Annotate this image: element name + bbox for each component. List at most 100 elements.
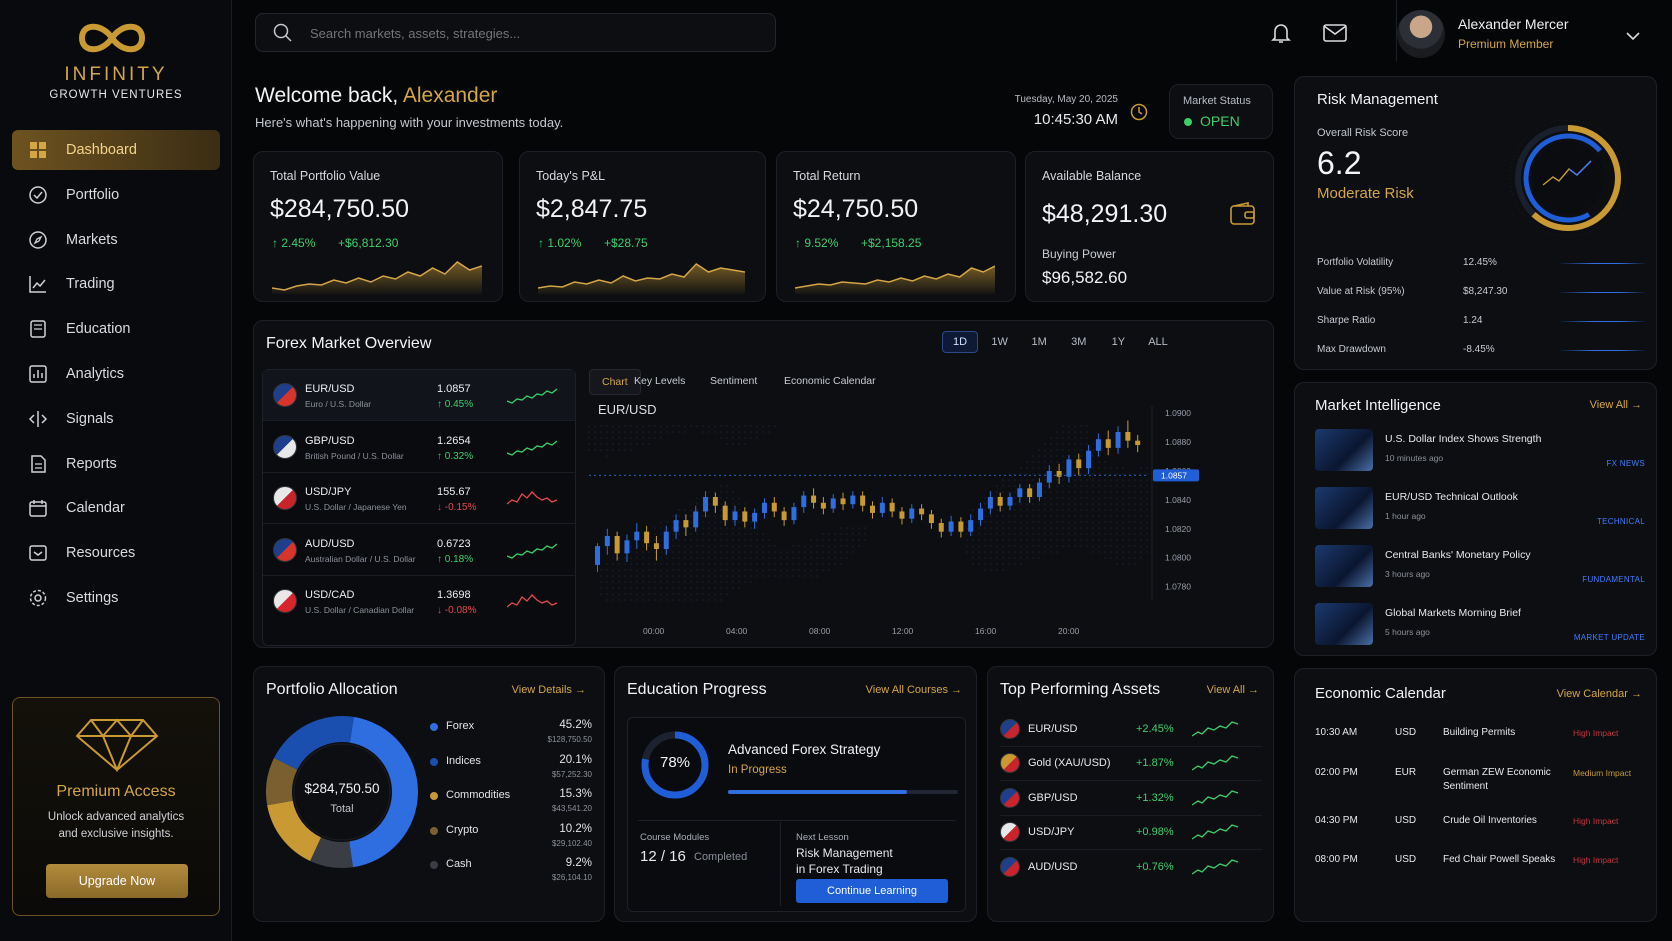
news-item[interactable]: U.S. Dollar Index Shows Strength 10 minut… <box>1315 429 1645 475</box>
stat-label: Total Portfolio Value <box>270 169 381 183</box>
asset-flag-icon <box>1000 822 1020 843</box>
risk-level: Moderate Risk <box>1317 185 1414 202</box>
y-tick-label: 1.0780 <box>1165 582 1191 592</box>
candle <box>987 491 993 515</box>
pair-symbol: AUD/USD <box>305 537 355 550</box>
search-input[interactable] <box>310 22 750 44</box>
sidebar-item-analytics[interactable]: Analytics <box>12 354 220 394</box>
premium-title: Premium Access <box>56 783 176 800</box>
sidebar-item-education[interactable]: Education <box>12 309 220 349</box>
forex-pair-row[interactable]: AUD/USD Australian Dollar / U.S. Dollar 0.… <box>263 525 575 576</box>
pair-sparkline <box>507 440 558 456</box>
forex-pair-row[interactable]: EUR/USD Euro / U.S. Dollar 1.0857 ↑ 0.45% <box>263 370 575 421</box>
donut-slice-cash[interactable] <box>310 837 353 868</box>
upgrade-now-button[interactable]: Upgrade Now <box>46 864 188 898</box>
chart-tab-economic-calendar[interactable]: Economic Calendar <box>784 375 876 387</box>
candle <box>1027 484 1033 503</box>
signal-icon <box>28 409 48 429</box>
timeframe-1w[interactable]: 1W <box>991 336 1008 348</box>
candle <box>614 531 620 561</box>
legend-pct: 10.2% <box>559 822 592 835</box>
asset-row[interactable]: GBP/USD +1.32% <box>1000 782 1262 816</box>
calendar-view-link[interactable]: View Calendar → <box>1556 688 1642 700</box>
allocation-view-details-link[interactable]: View Details → <box>511 684 586 696</box>
candle <box>1135 434 1141 453</box>
asset-row[interactable]: EUR/USD +2.45% <box>1000 713 1262 747</box>
chevron-down-icon[interactable] <box>1626 28 1640 46</box>
allocation-center-value: $284,750.50 <box>304 781 380 796</box>
risk-metrics: Portfolio Volatility 12.45% Value at Risk … <box>1317 253 1647 363</box>
news-item[interactable]: Global Markets Morning Brief 5 hours ago M… <box>1315 603 1645 649</box>
pair-symbol: GBP/USD <box>305 434 355 447</box>
sidebar-item-signals[interactable]: Signals <box>12 399 220 439</box>
calendar-event-row[interactable]: 08:00 PM USD Fed Chair Powell Speaks High I… <box>1315 854 1645 890</box>
sidebar-item-calendar[interactable]: Calendar <box>12 488 220 528</box>
news-item[interactable]: EUR/USD Technical Outlook 1 hour ago TECHN… <box>1315 487 1645 533</box>
asset-row[interactable]: Gold (XAU/USD) +1.87% <box>1000 747 1262 782</box>
legend-name: Cash <box>446 858 472 870</box>
news-item[interactable]: Central Banks' Monetary Policy 3 hours ag… <box>1315 545 1645 591</box>
timeframe-all[interactable]: ALL <box>1148 336 1168 348</box>
bell-icon[interactable] <box>1270 21 1292 50</box>
asset-change: +1.87% <box>1136 757 1174 770</box>
allocation-legend-item: Crypto 10.2% $29,102.40 <box>430 821 598 853</box>
news-title: Global Markets Morning Brief <box>1385 607 1521 619</box>
sidebar-item-portfolio[interactable]: Portfolio <box>12 175 220 215</box>
sidebar-item-trading[interactable]: Trading <box>12 264 220 304</box>
y-tick-label: 1.0820 <box>1165 524 1191 534</box>
report-icon <box>28 454 48 474</box>
forex-pair-row[interactable]: USD/CAD U.S. Dollar / Canadian Dollar 1.36… <box>263 576 575 627</box>
sidebar-item-reports[interactable]: Reports <box>12 444 220 484</box>
timeframe-1y[interactable]: 1Y <box>1111 336 1126 348</box>
asset-row[interactable]: AUD/USD +0.76% <box>1000 851 1262 885</box>
forex-pair-list: EUR/USD Euro / U.S. Dollar 1.0857 ↑ 0.45% GB… <box>262 369 576 646</box>
sidebar-item-settings[interactable]: Settings <box>12 578 220 618</box>
current-time: 10:45:30 AM <box>1033 111 1118 128</box>
welcome-subtitle: Here's what's happening with your invest… <box>255 115 564 130</box>
donut-slice-indices[interactable] <box>274 716 354 770</box>
donut-slice-commodities[interactable] <box>267 800 321 861</box>
timeframe-1m[interactable]: 1M <box>1031 336 1047 348</box>
intel-view-all-link[interactable]: View All → <box>1589 399 1642 411</box>
candle <box>634 523 640 549</box>
sidebar-item-resources[interactable]: Resources <box>12 533 220 573</box>
candle <box>1076 453 1082 476</box>
current-price-label: 1.0857 <box>1161 470 1187 480</box>
legend-pct: 9.2% <box>565 857 592 869</box>
calendar-event-row[interactable]: 10:30 AM USD Building Permits High Impact <box>1315 727 1645 763</box>
stat-card-3: Total Return $24,750.50 ↑ 9.52% +$2,158.25 <box>776 151 1016 302</box>
chart-tab-chart[interactable]: Chart <box>589 369 641 395</box>
assets-view-all-link[interactable]: View All → <box>1206 684 1259 696</box>
forex-pair-row[interactable]: GBP/USD British Pound / U.S. Dollar 1.2654… <box>263 422 575 473</box>
calendar-event-row[interactable]: 02:00 PM EUR German ZEW Economic Sentiment M… <box>1315 767 1645 803</box>
timeframe-1d[interactable]: 1D <box>942 331 978 353</box>
allocation-donut-chart[interactable] <box>262 712 422 872</box>
avatar[interactable] <box>1397 10 1445 58</box>
modules-count: 12 / 16 <box>640 848 686 865</box>
timeframe-3m[interactable]: 3M <box>1071 336 1087 348</box>
event-name: German ZEW Economic <box>1443 767 1551 778</box>
candle <box>948 515 954 536</box>
asset-row[interactable]: USD/JPY +0.98% <box>1000 816 1262 851</box>
education-view-courses-link[interactable]: View All Courses → <box>865 684 962 696</box>
candle <box>860 491 866 512</box>
course-name: Advanced Forex Strategy <box>728 742 881 757</box>
sidebar-item-dashboard[interactable]: Dashboard <box>12 130 220 170</box>
sidebar-item-markets[interactable]: Markets <box>12 220 220 260</box>
legend-dot <box>430 723 438 731</box>
candle <box>653 536 659 561</box>
candle <box>919 504 925 521</box>
candlestick-chart[interactable]: 1.09001.08801.08601.08401.08201.08001.07… <box>579 396 1273 646</box>
donut-slice-crypto[interactable] <box>266 757 298 806</box>
forex-pair-row[interactable]: USD/JPY U.S. Dollar / Japanese Yen 155.67 ↓… <box>263 473 575 525</box>
sidebar-item-label: Signals <box>66 410 114 427</box>
calendar-event-row[interactable]: 04:30 PM USD Crude Oil Inventories High Imp… <box>1315 815 1645 851</box>
asset-change: +0.98% <box>1136 826 1174 839</box>
chart-tab-key-levels[interactable]: Key Levels <box>634 375 686 387</box>
candle <box>1086 445 1092 474</box>
continue-learning-button[interactable]: Continue Learning <box>796 879 948 903</box>
donut-slice-forex[interactable] <box>349 716 419 868</box>
mail-icon[interactable] <box>1323 24 1347 47</box>
candle <box>1036 478 1042 502</box>
chart-tab-sentiment[interactable]: Sentiment <box>710 375 758 387</box>
